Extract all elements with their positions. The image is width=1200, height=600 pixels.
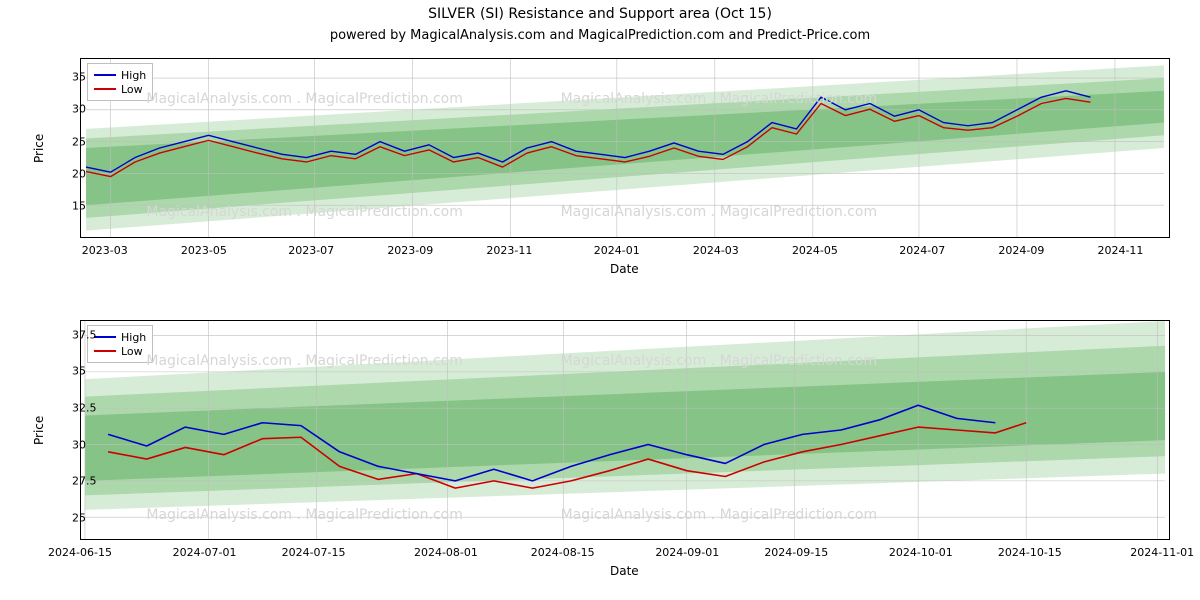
main-title: SILVER (SI) Resistance and Support area … (0, 6, 1200, 22)
xtick-label: 2023-09 (387, 244, 433, 257)
xtick-label: 2024-01 (594, 244, 640, 257)
xtick-label: 2023-11 (486, 244, 532, 257)
chart-svg-bottom (81, 321, 1169, 539)
xtick-label: 2024-09-01 (655, 546, 719, 559)
xtick-label: 2023-05 (181, 244, 227, 257)
legend-item: Low (94, 344, 146, 358)
xtick-label: 2024-07-15 (282, 546, 346, 559)
xtick-label: 2024-03 (693, 244, 739, 257)
ylabel-bottom: Price (32, 416, 46, 445)
xtick-label: 2024-08-15 (531, 546, 595, 559)
legend-item: High (94, 330, 146, 344)
legend-bottom: HighLow (87, 325, 153, 363)
legend-swatch (94, 74, 116, 76)
xtick-label: 2024-07 (899, 244, 945, 257)
xtick-label: 2024-10-01 (889, 546, 953, 559)
legend-label: Low (121, 83, 143, 96)
legend-swatch (94, 336, 116, 338)
legend-swatch (94, 350, 116, 352)
xtick-label: 2024-10-15 (998, 546, 1062, 559)
chart-svg-top (81, 59, 1169, 237)
legend-label: High (121, 331, 146, 344)
legend-swatch (94, 88, 116, 90)
xtick-label: 2023-07 (288, 244, 334, 257)
chart-panel-bottom: HighLow MagicalAnalysis.com . MagicalPre… (80, 320, 1170, 540)
legend-item: High (94, 68, 146, 82)
xlabel-top: Date (610, 262, 639, 276)
sub-title: powered by MagicalAnalysis.com and Magic… (0, 28, 1200, 43)
xlabel-bottom: Date (610, 564, 639, 578)
xtick-label: 2024-08-01 (414, 546, 478, 559)
xtick-label: 2024-09-15 (764, 546, 828, 559)
xtick-label: 2024-05 (792, 244, 838, 257)
legend-top: HighLow (87, 63, 153, 101)
xtick-label: 2024-07-01 (173, 546, 237, 559)
legend-label: Low (121, 345, 143, 358)
xtick-label: 2024-06-15 (48, 546, 112, 559)
xtick-label: 2024-11-01 (1130, 546, 1194, 559)
chart-panel-top: HighLow MagicalAnalysis.com . MagicalPre… (80, 58, 1170, 238)
ylabel-top: Price (32, 134, 46, 163)
legend-item: Low (94, 82, 146, 96)
legend-label: High (121, 69, 146, 82)
xtick-label: 2024-11 (1097, 244, 1143, 257)
xtick-label: 2024-09 (998, 244, 1044, 257)
figure: SILVER (SI) Resistance and Support area … (0, 0, 1200, 600)
xtick-label: 2023-03 (82, 244, 128, 257)
